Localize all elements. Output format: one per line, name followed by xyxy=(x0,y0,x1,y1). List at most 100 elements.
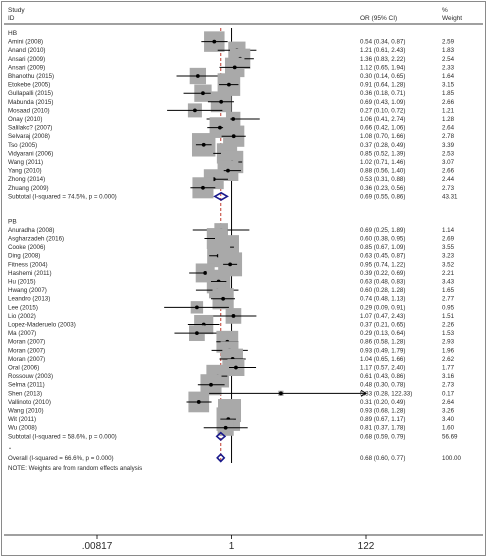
study-ci-arrow xyxy=(360,389,367,397)
header-study: Study xyxy=(8,7,25,14)
study-point xyxy=(195,74,200,78)
study-point xyxy=(195,331,199,336)
study-weight-text: 2.33 xyxy=(442,64,455,71)
study-weight-text: 2.54 xyxy=(442,56,455,63)
study-weight-text: 3.07 xyxy=(442,159,455,166)
study-ci-text: 1.04 (0.65, 1.66) xyxy=(360,356,405,363)
study-weight-text: 2.53 xyxy=(442,150,455,157)
study-id: Anuradha (2008) xyxy=(8,227,54,234)
study-id: Asgharzadeh (2016) xyxy=(8,236,64,243)
subtotal-weight-text: 43.31 xyxy=(442,193,458,200)
study-id: Bhanothu (2015) xyxy=(8,73,54,80)
weights-note: NOTE: Weights are from random effects an… xyxy=(8,465,142,472)
study-id: Amini (2008) xyxy=(8,39,43,46)
study-id: Rossouw (2003) xyxy=(8,373,53,380)
study-weight-text: 2.64 xyxy=(442,125,455,132)
study-ci-text: 0.91 (0.64, 1.28) xyxy=(360,82,405,89)
study-ci-text: 0.31 (0.20, 0.49) xyxy=(360,399,405,406)
study-point xyxy=(218,125,222,130)
study-point xyxy=(223,425,228,430)
subtotal-label: Subtotal (I-squared = 74.5%, p = 0.000) xyxy=(8,193,117,200)
study-id: Cooke (2006) xyxy=(8,244,46,251)
study-weight-text: 1.96 xyxy=(442,347,455,354)
study-ci-text: 0.93 (0.49, 1.79) xyxy=(360,347,405,354)
study-point xyxy=(201,185,205,190)
study-weight-text: 2.21 xyxy=(442,270,455,277)
study-weight-text: 1.28 xyxy=(442,116,455,123)
study-id: Shen (2013) xyxy=(8,390,42,397)
header-id: ID xyxy=(8,15,15,22)
subtotal-diamond xyxy=(213,191,229,201)
study-ci-text: 0.88 (0.56, 1.40) xyxy=(360,168,405,175)
study-ci-text: 0.63 (0.48, 0.83) xyxy=(360,279,405,286)
subtotal-weight-text: 56.69 xyxy=(442,433,458,440)
study-ci-text: 0.36 (0.18, 0.71) xyxy=(360,90,405,97)
study-weight-text: 3.16 xyxy=(442,373,455,380)
study-weight-text: 2.93 xyxy=(442,339,455,346)
study-weight-text: 2.66 xyxy=(442,168,455,175)
study-weight-text: 3.40 xyxy=(442,416,455,423)
study-weight-text: 2.64 xyxy=(442,399,455,406)
study-id: Lopez-Maderuelo (2003) xyxy=(8,322,76,329)
study-ci-text: 0.86 (0.58, 1.28) xyxy=(360,339,405,346)
study-id: Hu (2015) xyxy=(8,279,36,286)
study-id: Hashemi (2011) xyxy=(8,270,52,277)
study-ci-text: 0.36 (0.23, 0.56) xyxy=(360,185,405,192)
study-id: Etokebe (2005) xyxy=(8,82,50,89)
study-point xyxy=(201,142,206,147)
study-id: Ma (2007) xyxy=(8,330,36,337)
study-ci-text: 1.02 (0.71, 1.46) xyxy=(360,159,405,166)
study-weight-text: 1.64 xyxy=(442,73,455,80)
overall-label: Overall (I-squared = 66.6%, p = 0.000) xyxy=(8,455,114,462)
study-point xyxy=(212,39,217,44)
study-id: Vidyarani (2006) xyxy=(8,150,53,157)
study-point xyxy=(228,262,233,267)
study-ci-text: 0.61 (0.43, 0.86) xyxy=(360,373,405,380)
subtotal-diamond xyxy=(215,431,227,442)
x-tick-label: 1 xyxy=(229,541,235,552)
study-id: Ansari (2009) xyxy=(8,64,45,71)
study-weight-text: 3.23 xyxy=(442,253,455,260)
study-ci-text: 1.21 (0.61, 2.43) xyxy=(360,47,405,54)
study-ci-text: 0.89 (0.67, 1.17) xyxy=(360,416,405,423)
study-ci-text: 0.85 (0.52, 1.39) xyxy=(360,150,405,157)
study-id: Wu (2008) xyxy=(8,425,37,432)
study-point xyxy=(231,134,236,139)
study-id: Fitness (2004) xyxy=(8,261,48,268)
header-percent: % xyxy=(442,7,448,14)
study-ci-text: 1.36 (0.83, 2.22) xyxy=(360,56,405,63)
study-ci-text: 1.08 (0.70, 1.66) xyxy=(360,133,405,140)
study-weight-text: 3.39 xyxy=(442,142,455,149)
spacer-dot xyxy=(9,447,11,450)
study-weight-text: 3.26 xyxy=(442,408,455,415)
study-weight-text: 3.52 xyxy=(442,261,455,268)
study-id: Leandro (2013) xyxy=(8,296,50,303)
study-id: Zhuang (2009) xyxy=(8,185,49,192)
study-id: Oral (2006) xyxy=(8,365,39,372)
header-weight: Weight xyxy=(442,15,462,22)
subtotal-ci-text: 0.69 (0.55, 0.86) xyxy=(360,193,405,200)
study-ci-text: 0.69 (0.25, 1.89) xyxy=(360,227,405,234)
study-ci-text: 1.17 (0.57, 2.40) xyxy=(360,365,405,372)
study-point xyxy=(193,108,197,113)
study-point xyxy=(278,391,283,396)
study-id: Lee (2015) xyxy=(8,304,38,311)
study-point xyxy=(226,168,230,173)
header-or: OR (95% CI) xyxy=(360,15,397,22)
study-weight-text: 3.15 xyxy=(442,82,455,89)
subtotal-label: Subtotal (I-squared = 58.6%, p = 0.000) xyxy=(8,433,117,440)
study-point xyxy=(219,99,224,104)
study-ci-text: 1.06 (0.41, 2.74) xyxy=(360,116,405,123)
study-weight-text: 2.59 xyxy=(442,39,455,46)
study-ci-text: 0.66 (0.42, 1.06) xyxy=(360,125,405,132)
study-ci-text: 0.29 (0.09, 0.91) xyxy=(360,304,405,311)
study-weight-text: 1.21 xyxy=(442,107,455,114)
study-weight-text: 2.78 xyxy=(442,133,455,140)
study-weight-text: 1.53 xyxy=(442,330,455,337)
study-point xyxy=(195,305,199,310)
study-weight-text: 2.69 xyxy=(442,236,455,243)
study-point xyxy=(231,117,236,121)
study-weight-text: 1.77 xyxy=(442,365,455,372)
study-weight-text: 1.14 xyxy=(442,227,455,234)
